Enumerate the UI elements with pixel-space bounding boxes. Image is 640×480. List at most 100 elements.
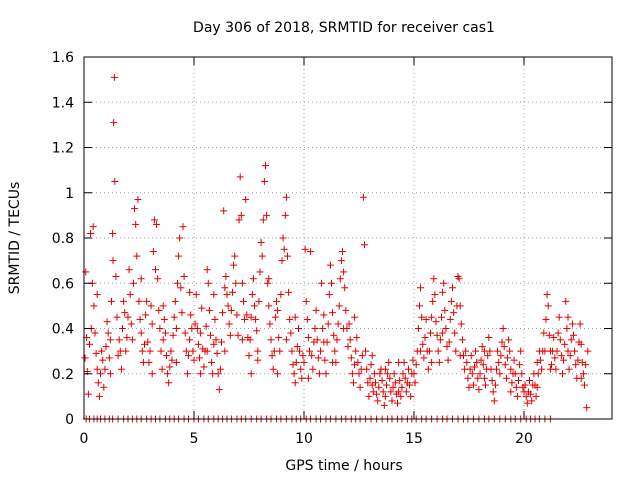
data-point xyxy=(463,358,471,366)
data-point xyxy=(82,268,90,276)
data-point xyxy=(147,302,155,310)
data-point xyxy=(351,313,359,321)
data-point xyxy=(488,377,496,385)
data-point xyxy=(532,392,540,400)
data-point xyxy=(108,297,115,305)
data-point xyxy=(442,325,450,332)
data-point xyxy=(366,374,374,382)
data-point xyxy=(101,365,109,373)
data-point xyxy=(543,291,551,299)
data-point xyxy=(474,374,482,382)
data-point xyxy=(121,309,129,317)
data-point xyxy=(559,370,566,378)
data-point xyxy=(219,309,227,317)
data-point xyxy=(144,338,152,346)
data-point xyxy=(545,331,553,339)
data-point xyxy=(223,291,231,299)
data-point xyxy=(187,311,195,319)
data-point xyxy=(398,383,406,391)
data-point xyxy=(418,313,426,321)
data-point xyxy=(134,196,142,204)
data-point xyxy=(111,177,119,185)
data-point xyxy=(276,347,284,355)
data-point xyxy=(274,370,282,378)
data-point xyxy=(383,381,390,389)
data-point xyxy=(337,257,345,265)
data-point xyxy=(221,284,229,292)
data-point xyxy=(386,374,394,382)
data-point xyxy=(170,313,178,321)
data-point xyxy=(196,354,203,362)
data-point xyxy=(405,365,412,373)
data-point xyxy=(314,354,322,362)
data-point xyxy=(286,315,294,323)
data-point xyxy=(174,279,181,287)
data-point xyxy=(324,320,332,328)
data-point xyxy=(197,329,205,337)
data-point xyxy=(273,297,280,305)
data-point xyxy=(563,325,571,332)
data-point xyxy=(268,352,276,360)
data-point xyxy=(158,365,166,373)
data-point xyxy=(480,347,488,355)
data-point xyxy=(186,288,194,296)
data-point xyxy=(410,370,418,378)
data-point xyxy=(298,374,306,382)
data-point xyxy=(291,313,299,321)
data-point xyxy=(375,383,383,391)
data-point xyxy=(215,386,223,394)
data-point xyxy=(412,361,420,369)
data-point xyxy=(540,329,548,337)
data-point xyxy=(420,354,428,362)
data-point xyxy=(243,311,251,319)
data-point xyxy=(581,381,588,389)
data-point xyxy=(143,297,151,305)
data-point xyxy=(484,352,492,360)
x-tick-label: 20 xyxy=(515,431,533,447)
data-point xyxy=(210,291,218,299)
data-point xyxy=(456,352,464,360)
data-point xyxy=(572,361,580,369)
data-point xyxy=(241,315,249,323)
data-point xyxy=(421,334,429,342)
data-point xyxy=(113,313,121,321)
data-point xyxy=(353,334,361,342)
data-point xyxy=(522,392,530,400)
data-point xyxy=(300,358,308,366)
data-point xyxy=(317,347,324,355)
y-tick-label: 0.8 xyxy=(52,231,74,247)
data-point xyxy=(494,347,502,355)
data-point xyxy=(123,334,131,342)
data-point xyxy=(146,347,154,355)
x-tick-label: 15 xyxy=(405,431,423,447)
data-point xyxy=(198,304,206,312)
data-point xyxy=(238,279,246,287)
data-point xyxy=(388,397,396,405)
data-point xyxy=(296,347,304,355)
data-point xyxy=(505,336,513,344)
data-point xyxy=(319,325,327,332)
data-point xyxy=(231,252,239,260)
data-point xyxy=(570,331,577,339)
data-point xyxy=(145,358,153,366)
data-point xyxy=(257,239,265,247)
data-point xyxy=(112,272,120,280)
data-point xyxy=(277,291,285,299)
data-point xyxy=(255,297,263,305)
data-point xyxy=(329,309,337,317)
data-point xyxy=(577,340,585,348)
y-tick-label: 0.2 xyxy=(52,367,74,383)
data-point xyxy=(538,365,546,373)
data-point xyxy=(87,229,95,237)
data-point xyxy=(110,119,118,127)
data-point xyxy=(528,397,536,405)
data-point xyxy=(560,356,568,364)
data-point xyxy=(100,383,108,391)
data-point xyxy=(103,318,111,326)
data-point xyxy=(177,284,185,292)
data-point xyxy=(230,261,238,269)
data-point xyxy=(436,336,444,344)
data-point xyxy=(395,358,403,366)
data-point xyxy=(450,309,458,317)
data-point xyxy=(124,313,132,321)
